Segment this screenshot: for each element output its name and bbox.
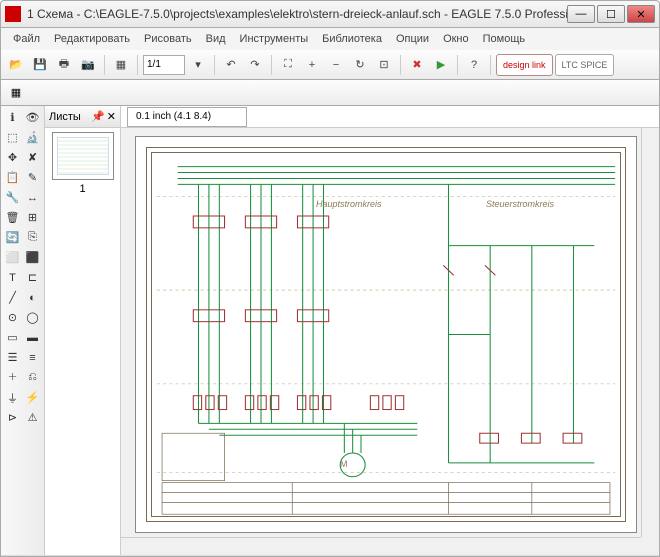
- titlebar: 1 Схема - C:\EAGLE-7.5.0\projects\exampl…: [0, 0, 660, 28]
- maximize-button[interactable]: ☐: [597, 5, 625, 23]
- main-toolbar: 📂 💾 🖶 📷 ▦ 1/1 ▾ ↶ ↷ ⛶ + − ↻ ⊡ ✖ ▶ ? desi…: [0, 50, 660, 80]
- schematic-canvas[interactable]: Hauptstromkreis Steuerstromkreis M: [121, 128, 659, 555]
- stop-button[interactable]: ✖: [406, 54, 428, 76]
- tool-0[interactable]: ℹ: [3, 108, 22, 127]
- schematic-label-1: Hauptstromkreis: [316, 199, 382, 209]
- tool-5[interactable]: ✘: [23, 148, 42, 167]
- zoom-fit-button[interactable]: ⛶: [277, 54, 299, 76]
- tool-22[interactable]: ▭: [3, 328, 22, 347]
- tool-17[interactable]: ⊏: [23, 268, 42, 287]
- designlink-button[interactable]: design link: [496, 54, 553, 76]
- tool-26[interactable]: 🞢: [3, 368, 22, 387]
- secondary-toolbar: ▦: [0, 80, 660, 106]
- tool-30[interactable]: ⊳: [3, 408, 22, 427]
- tool-29[interactable]: ⚡: [23, 388, 42, 407]
- cam-button[interactable]: 📷: [77, 54, 99, 76]
- sheet-thumbnails: 1: [45, 128, 120, 555]
- menu-help[interactable]: Помощь: [477, 31, 532, 47]
- tool-11[interactable]: ⊞: [23, 208, 42, 227]
- menu-tools[interactable]: Инструменты: [234, 31, 315, 47]
- tool-6[interactable]: 📋: [3, 168, 22, 187]
- vertical-scrollbar[interactable]: [641, 128, 659, 537]
- zoom-select-button[interactable]: ⊡: [373, 54, 395, 76]
- window-controls: — ☐ ✕: [567, 5, 655, 23]
- zoom-in-button[interactable]: +: [301, 54, 323, 76]
- ltcspice-button[interactable]: LTC SPICE: [555, 54, 615, 76]
- app-icon: [5, 6, 21, 22]
- tool-2[interactable]: ⬚: [3, 128, 22, 147]
- board-button[interactable]: ▦: [110, 54, 132, 76]
- tool-4[interactable]: ✥: [3, 148, 22, 167]
- schematic-label-2: Steuerstromkreis: [486, 199, 554, 209]
- grid-button[interactable]: ▦: [5, 82, 27, 104]
- sheets-label: Листы: [49, 111, 81, 123]
- zoom-redraw-button[interactable]: ↻: [349, 54, 371, 76]
- redo-button[interactable]: ↷: [244, 54, 266, 76]
- menu-library[interactable]: Библиотека: [316, 31, 388, 47]
- menu-edit[interactable]: Редактировать: [48, 31, 136, 47]
- tool-25[interactable]: ≡: [23, 348, 42, 367]
- sheets-pin-icon[interactable]: 📌: [91, 110, 105, 123]
- tool-8[interactable]: 🔧: [3, 188, 22, 207]
- minimize-button[interactable]: —: [567, 5, 595, 23]
- sheets-header: Листы 📌 ✕: [45, 106, 120, 128]
- tool-28[interactable]: ⏚: [3, 388, 22, 407]
- menu-options[interactable]: Опции: [390, 31, 435, 47]
- undo-button[interactable]: ↶: [220, 54, 242, 76]
- zoom-out-button[interactable]: −: [325, 54, 347, 76]
- motor-label: M: [340, 459, 348, 469]
- tool-16[interactable]: T: [3, 268, 22, 287]
- go-button[interactable]: ▶: [430, 54, 452, 76]
- tool-palette: ℹ👁⬚🔬✥✘📋✎🔧↔🗑⊞🔄⎘⬜⬛T⊏╱◐⊙◯▭▬☰≡🞢⎌⏚⚡⊳⚠: [1, 106, 45, 555]
- zoom-field[interactable]: 1/1: [143, 55, 185, 75]
- sheet-thumb-1[interactable]: [52, 132, 114, 180]
- scroll-corner: [641, 537, 659, 555]
- tool-1[interactable]: 👁: [23, 108, 42, 127]
- canvas-header: 0.1 inch (4.1 8.4): [121, 106, 659, 128]
- open-button[interactable]: 📂: [5, 54, 27, 76]
- tool-23[interactable]: ▬: [23, 328, 42, 347]
- sheet-number: 1: [79, 183, 85, 195]
- horizontal-scrollbar[interactable]: [121, 537, 641, 555]
- sheet-nav[interactable]: ▾: [187, 54, 209, 76]
- workspace: ℹ👁⬚🔬✥✘📋✎🔧↔🗑⊞🔄⎘⬜⬛T⊏╱◐⊙◯▭▬☰≡🞢⎌⏚⚡⊳⚠ Листы 📌…: [0, 106, 660, 555]
- tool-31[interactable]: ⚠: [23, 408, 42, 427]
- sheets-close-icon[interactable]: ✕: [107, 110, 116, 123]
- schematic-svg: [136, 137, 636, 532]
- save-button[interactable]: 💾: [29, 54, 51, 76]
- tool-3[interactable]: 🔬: [23, 128, 42, 147]
- canvas-area: 0.1 inch (4.1 8.4): [121, 106, 659, 555]
- tool-12[interactable]: 🔄: [3, 228, 22, 247]
- tool-20[interactable]: ⊙: [3, 308, 22, 327]
- sheets-panel: Листы 📌 ✕ 1: [45, 106, 121, 555]
- coordinates-display: 0.1 inch (4.1 8.4): [127, 107, 247, 127]
- window-title: 1 Схема - C:\EAGLE-7.5.0\projects\exampl…: [27, 7, 567, 21]
- print-button[interactable]: 🖶: [53, 54, 75, 76]
- menu-window[interactable]: Окно: [437, 31, 475, 47]
- drawing-sheet: Hauptstromkreis Steuerstromkreis M: [135, 136, 637, 533]
- menu-draw[interactable]: Рисовать: [138, 31, 198, 47]
- menu-file[interactable]: Файл: [7, 31, 46, 47]
- menu-view[interactable]: Вид: [200, 31, 232, 47]
- tool-13[interactable]: ⎘: [23, 228, 42, 247]
- tool-27[interactable]: ⎌: [23, 368, 42, 387]
- tool-24[interactable]: ☰: [3, 348, 22, 367]
- tool-9[interactable]: ↔: [23, 188, 42, 207]
- help-button[interactable]: ?: [463, 54, 485, 76]
- tool-18[interactable]: ╱: [3, 288, 22, 307]
- tool-21[interactable]: ◯: [23, 308, 42, 327]
- close-button[interactable]: ✕: [627, 5, 655, 23]
- tool-19[interactable]: ◐: [23, 288, 42, 307]
- tool-15[interactable]: ⬛: [23, 248, 42, 267]
- tool-10[interactable]: 🗑: [3, 208, 22, 227]
- menubar: Файл Редактировать Рисовать Вид Инструме…: [0, 28, 660, 50]
- tool-14[interactable]: ⬜: [3, 248, 22, 267]
- tool-7[interactable]: ✎: [23, 168, 42, 187]
